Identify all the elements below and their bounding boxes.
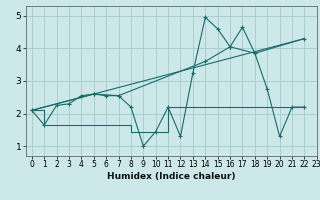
X-axis label: Humidex (Indice chaleur): Humidex (Indice chaleur) xyxy=(107,172,236,181)
